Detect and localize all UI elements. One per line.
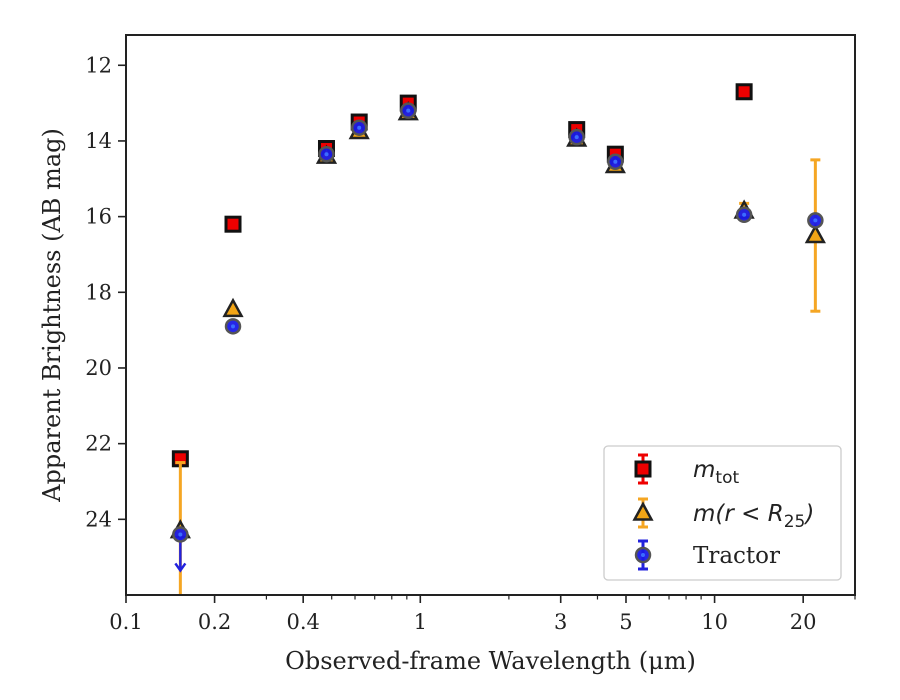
data-point-center <box>231 324 236 329</box>
x-tick-label: 0.4 <box>286 610 319 634</box>
data-point-center <box>574 135 579 140</box>
data-point-square <box>735 83 753 101</box>
x-tick-label: 0.2 <box>198 610 231 634</box>
data-point-square <box>224 215 242 233</box>
data-point-center <box>742 212 747 217</box>
data-point-center <box>406 108 411 113</box>
chart-marks <box>169 83 826 595</box>
data-point-center <box>324 152 329 157</box>
data-point-center <box>357 125 362 130</box>
legend-label: m(r < R25) <box>693 501 814 532</box>
legend-label: mtot <box>693 457 739 488</box>
legend-marker-center <box>641 553 645 557</box>
data-point-center <box>813 218 818 223</box>
x-tick-label: 10 <box>701 610 728 634</box>
legend-box <box>603 445 842 581</box>
x-tick-label: 3 <box>554 610 567 634</box>
legend-label: Tractor <box>693 543 780 569</box>
x-tick-label: 1 <box>414 610 427 634</box>
y-tick-label: 24 <box>85 507 112 531</box>
y-tick-label: 22 <box>85 432 112 456</box>
legend: mtot m(r < R25) Tractor <box>603 445 842 581</box>
data-point-center <box>178 532 183 537</box>
upper-limit-arrow-head <box>174 562 187 573</box>
legend-marker-square <box>634 460 652 478</box>
series-circle <box>172 102 824 573</box>
y-tick-label: 14 <box>85 129 112 153</box>
data-point-triangle <box>804 223 826 244</box>
axis-ticks: 0.1 0.2 0.4 1 3 5 10 20 12 14 16 18 20 22 24 <box>85 53 856 634</box>
x-tick-label: 0.1 <box>109 610 142 634</box>
x-tick-label: 5 <box>619 610 632 634</box>
y-axis-label: Apparent Brightness (AB mag) <box>38 128 66 503</box>
y-tick-label: 18 <box>85 280 112 304</box>
series-square <box>171 83 753 468</box>
data-point-triangle <box>222 297 244 318</box>
y-tick-label: 16 <box>85 205 112 229</box>
plot-frame <box>125 34 856 596</box>
data-point-center <box>613 159 618 164</box>
legend-marker-triangle <box>632 501 654 521</box>
x-tick-label: 20 <box>790 610 817 634</box>
y-tick-label: 20 <box>85 356 112 380</box>
y-tick-label: 12 <box>85 53 112 77</box>
x-axis-label: Observed-frame Wavelength (μm) <box>285 647 696 675</box>
